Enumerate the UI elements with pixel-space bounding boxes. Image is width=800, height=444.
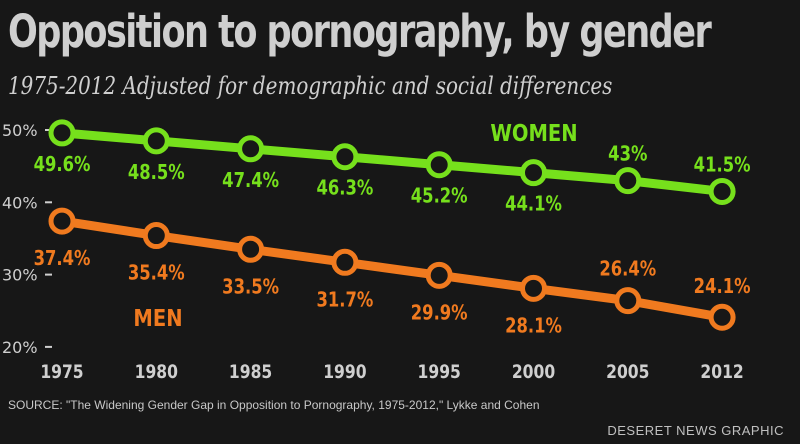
x-tick-label: 1985 [229,362,272,384]
women-series-label: WOMEN [490,121,577,148]
y-tick-label: 20% [2,338,38,357]
women-data-point [237,135,265,163]
women-data-label: 43% [608,143,647,166]
y-tick-label: 30% [2,266,38,285]
men-data-label: 31.7% [316,289,373,312]
women-data-label: 46.3% [316,177,373,200]
x-tick-label: 1990 [323,362,366,384]
source-note: SOURCE: "The Widening Gender Gap in Oppo… [8,398,540,412]
men-data-label: 35.4% [128,262,185,285]
women-data-label: 48.5% [128,161,185,184]
women-data-label: 47.4% [222,169,279,192]
women-data-label: 45.2% [411,185,468,208]
men-data-point [48,207,76,235]
y-tick-label: 50% [2,121,38,140]
men-data-point [331,248,359,276]
chart-subtitle: 1975-2012 Adjusted for demographic and s… [8,72,613,100]
women-data-point [614,167,642,195]
men-data-label: 28.1% [505,315,562,338]
women-data-point [520,159,547,187]
men-data-label: 24.1% [694,276,751,299]
women-data-point [708,177,736,205]
x-tick-label: 2012 [700,362,743,384]
women-data-point [425,151,453,179]
x-tick-label: 2005 [606,362,649,384]
x-tick-label: 2000 [512,362,555,384]
x-tick-label: 1995 [418,362,461,384]
men-data-label: 29.9% [411,302,468,325]
women-series-line [61,128,723,196]
men-data-point [614,287,642,315]
women-data-point [142,127,170,155]
men-series-label: MEN [133,306,182,333]
y-tick-label: 40% [2,193,38,212]
men-data-label: 33.5% [222,276,279,299]
graphic-credit: DESERET NEWS GRAPHIC [607,423,784,438]
x-tick-label: 1980 [135,362,178,384]
women-data-label: 41.5% [694,154,751,177]
men-series-line [61,216,723,322]
women-data-label: 44.1% [505,193,562,216]
men-data-point [708,303,736,331]
women-data-point [48,119,76,147]
women-data-label: 49.6% [34,153,91,176]
men-data-point [237,235,265,263]
men-data-point [520,274,547,302]
x-tick-label: 1975 [40,362,83,384]
chart-title: Opposition to pornography, by gender [8,5,712,58]
men-data-label: 26.4% [599,258,656,281]
men-data-label: 37.4% [34,248,91,271]
men-data-point [142,222,170,250]
men-data-point [425,261,453,289]
women-data-point [331,143,359,171]
